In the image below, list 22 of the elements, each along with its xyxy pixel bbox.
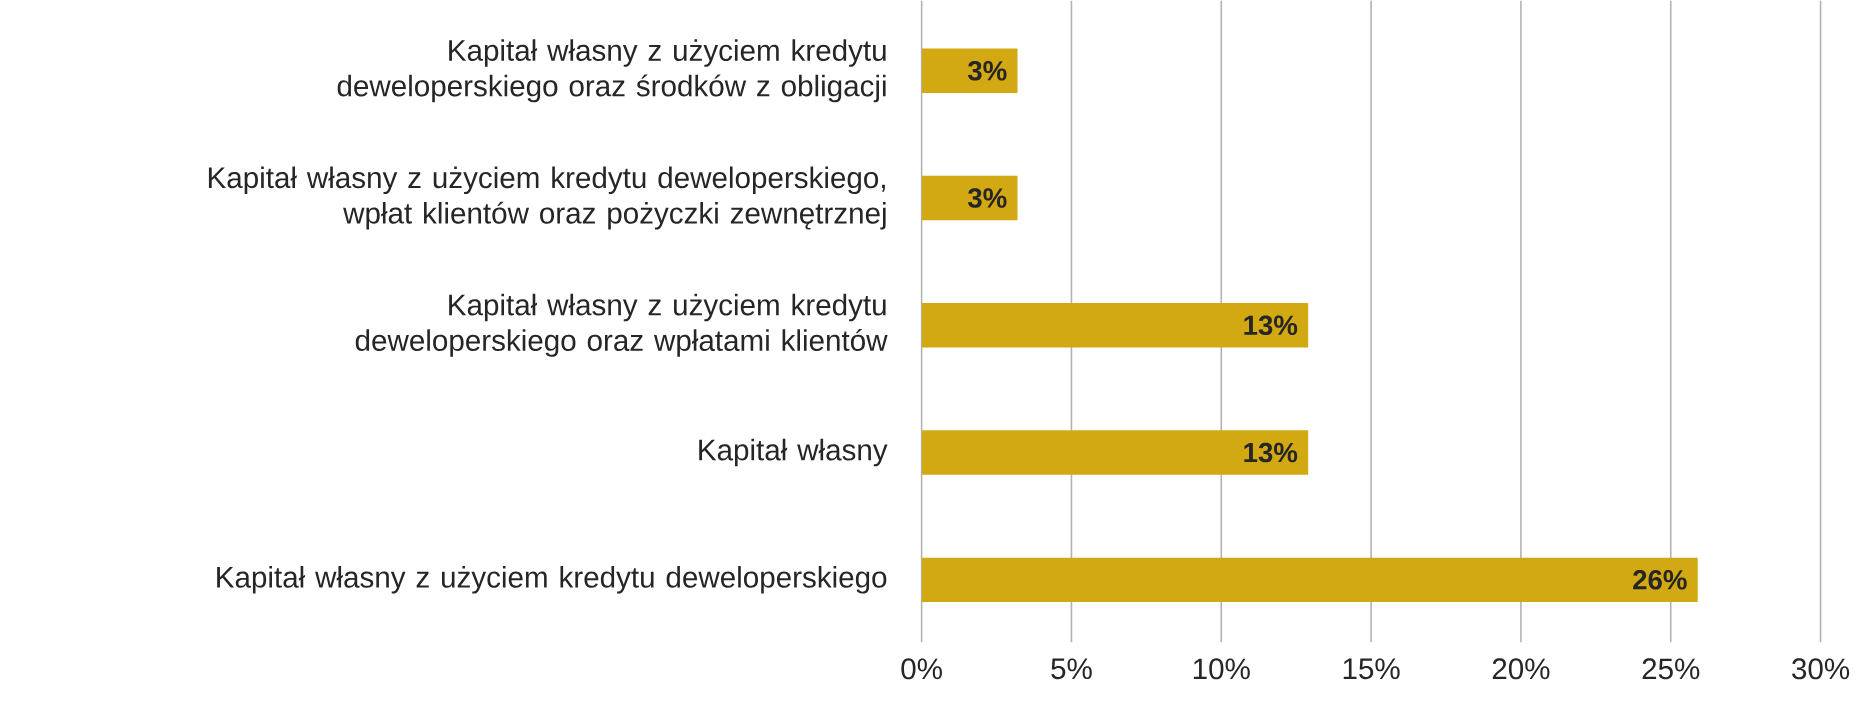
bar (921, 430, 1309, 475)
data-label: 3% (967, 60, 1007, 81)
data-label: 26% (1633, 569, 1687, 590)
y-tick-label: Kapitał własny z użyciem kredytu deweloperskiego oraz wpłatami klientów (355, 293, 888, 357)
data-label: 13% (1244, 442, 1298, 463)
x-tick-label: 30% (1792, 658, 1850, 680)
x-tick-label: 5% (1051, 658, 1092, 680)
x-tick-label: 0% (901, 658, 942, 680)
x-tick-label: 20% (1492, 658, 1550, 680)
y-tick-label: Kapitał własny (699, 438, 888, 467)
x-tick-label: 10% (1193, 658, 1250, 680)
data-label: 3% (967, 188, 1007, 208)
y-tick-label: Kapitał własny z użyciem kredytu deweloperskiego oraz środków z obligacji (337, 39, 886, 103)
bar (921, 48, 1018, 93)
y-tick-label: Kapitał własny z użyciem kredytu deweloperskiego (217, 565, 887, 594)
bar (921, 175, 1018, 221)
bar (921, 302, 1309, 348)
y-tick-label: Kapitał własny z użyciem kredytu deweloperskiego, wpłat klientów oraz pożyczki zewnętrznej (208, 166, 886, 230)
data-label: 13% (1244, 315, 1298, 335)
x-tick-label: 15% (1343, 658, 1400, 680)
x-tick-label: 25% (1642, 658, 1700, 680)
bar (921, 557, 1698, 602)
